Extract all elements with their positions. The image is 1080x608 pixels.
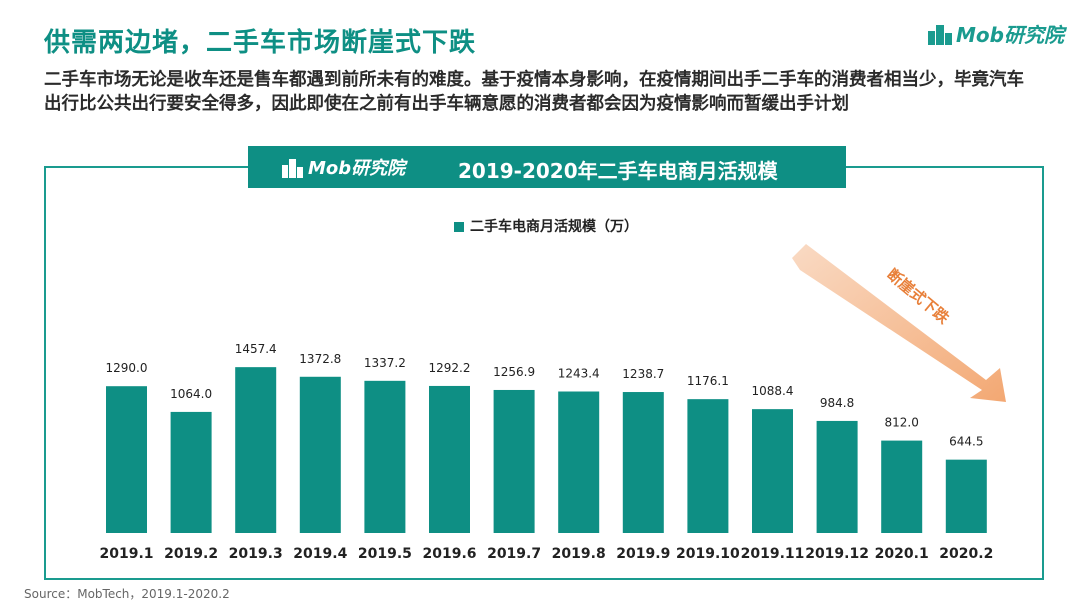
data-label-2019.9: 1238.7	[622, 367, 664, 381]
bar-2019.10	[687, 399, 729, 533]
x-tick-2020.2: 2020.2	[939, 546, 993, 562]
chart-banner: Mob研究院 2019-2020年二手车电商月活规模	[248, 146, 846, 188]
data-label-2019.12: 984.8	[820, 396, 854, 410]
data-label-2019.11: 1088.4	[752, 384, 794, 398]
x-tick-2019.9: 2019.9	[616, 546, 670, 562]
data-label-2019.8: 1243.4	[558, 367, 600, 381]
logo-icon	[928, 21, 952, 45]
data-label-2019.10: 1176.1	[687, 374, 729, 388]
banner-logo: Mob研究院	[282, 154, 405, 180]
chart: 二手车电商月活规模（万） 1290.0 1064.0 1457.4 1372.8 133…	[99, 218, 1006, 562]
data-label-2019.5: 1337.2	[364, 356, 406, 370]
bar-2020.1	[881, 440, 923, 533]
logo-icon	[282, 156, 304, 178]
source-note: Source：MobTech，2019.1-2020.2	[24, 587, 230, 601]
decline-arrow	[792, 244, 1006, 402]
intro-paragraph: 二手车市场无论是收车还是售车都遇到前所未有的难度。基于疫情本身影响，在疫情期间出…	[44, 70, 1024, 114]
data-label-2020.1: 812.0	[885, 416, 919, 430]
x-tick-2019.8: 2019.8	[552, 546, 606, 562]
data-label-2019.4: 1372.8	[299, 352, 341, 366]
x-tick-2019.4: 2019.4	[293, 546, 347, 562]
bar-2019.6	[429, 385, 470, 533]
x-tick-2019.12: 2019.12	[805, 546, 869, 562]
data-label-2019.6: 1292.2	[429, 361, 471, 375]
x-tick-2019.1: 2019.1	[99, 546, 153, 562]
data-label-2019.3: 1457.4	[235, 342, 277, 356]
bar-2019.2	[170, 411, 212, 533]
bar-2019.7	[493, 389, 535, 533]
chart-title: 2019-2020年二手车电商月活规模	[458, 159, 778, 183]
x-tick-2019.2: 2019.2	[164, 546, 218, 562]
chart-legend: 二手车电商月活规模（万）	[454, 218, 638, 235]
legend-swatch	[454, 222, 464, 232]
x-tick-2019.10: 2019.10	[676, 546, 740, 562]
x-tick-2019.5: 2019.5	[358, 546, 412, 562]
page-title: 供需两边堵，二手车市场断崖式下跌	[44, 28, 477, 58]
x-tick-2019.6: 2019.6	[422, 546, 476, 562]
brand-name: Mob研究院	[956, 22, 1064, 47]
x-tick-2019.11: 2019.11	[741, 546, 805, 562]
bar-2019.3	[235, 367, 277, 533]
x-tick-2019.3: 2019.3	[229, 546, 283, 562]
bar-2020.2	[945, 459, 987, 533]
bar-2019.12	[816, 420, 858, 533]
bar-2019.4	[299, 376, 341, 533]
brand-logo: Mob研究院	[928, 18, 1064, 48]
bar-2019.1	[106, 386, 147, 533]
bar-2019.5	[364, 380, 406, 533]
data-label-2019.2: 1064.0	[170, 387, 212, 401]
banner-brand: Mob研究院	[308, 158, 406, 179]
x-tick-2019.7: 2019.7	[487, 546, 541, 562]
data-label-2020.2: 644.5	[949, 435, 983, 449]
data-label-2019.1: 1290.0	[106, 361, 148, 375]
data-label-2019.7: 1256.9	[493, 365, 535, 379]
legend-label: 二手车电商月活规模（万）	[470, 218, 638, 235]
bar-2019.8	[558, 391, 600, 533]
bar-2019.11	[752, 409, 793, 533]
bar-2019.9	[622, 392, 664, 533]
x-tick-2020.1: 2020.1	[875, 546, 929, 562]
